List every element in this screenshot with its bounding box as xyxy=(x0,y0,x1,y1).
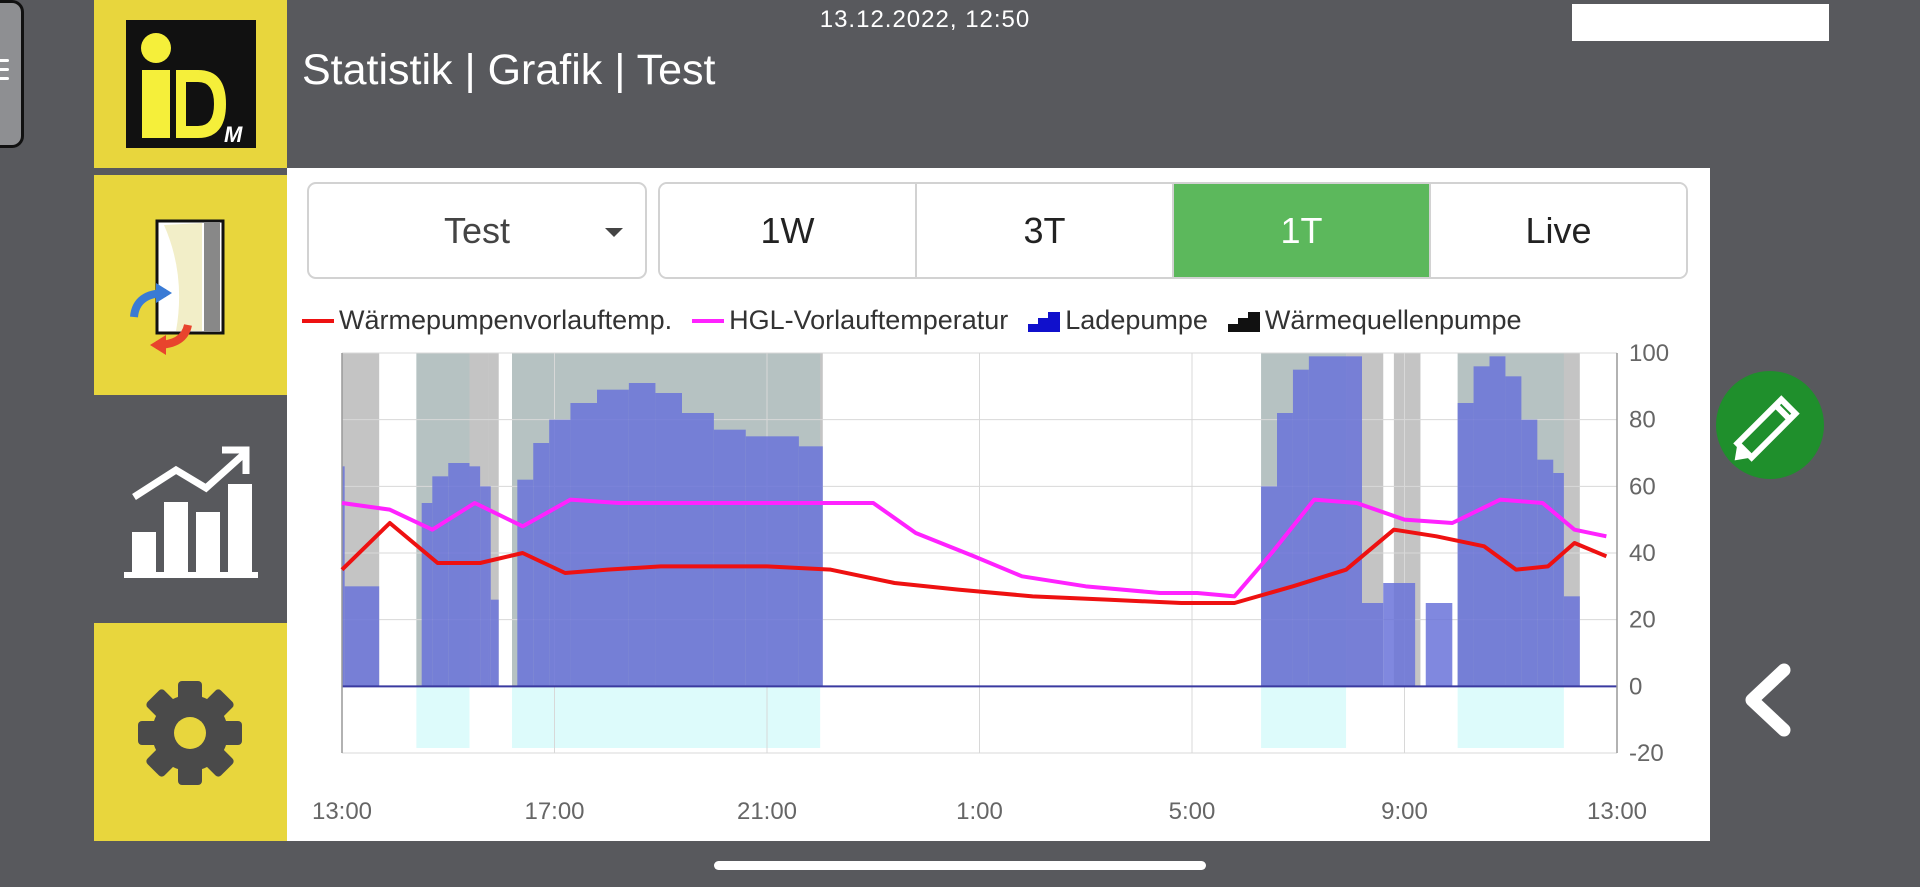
ladepumpe-bar xyxy=(745,436,799,687)
ladepumpe-bar xyxy=(1553,473,1564,687)
caret-down-icon xyxy=(605,228,623,237)
ladepumpe-bar xyxy=(713,429,746,687)
ladepumpe-bar xyxy=(798,446,823,687)
y-tick-label: -20 xyxy=(1629,740,1664,767)
time-range-selector: 1W 3T 1T Live xyxy=(658,182,1688,279)
temperature-chart[interactable]: 100 80 60 40 20 0 -20 13:00 17:00 21:00 1:00 5:00 9:… xyxy=(287,343,1710,841)
legend-label: Ladepumpe xyxy=(1065,305,1208,335)
ladepumpe-bar xyxy=(421,503,433,687)
gear-icon xyxy=(138,681,242,785)
y-tick-label: 80 xyxy=(1629,407,1656,434)
legend-swatch xyxy=(1028,311,1061,332)
sidebar-logo-tile[interactable]: M xyxy=(94,0,287,168)
home-indicator xyxy=(714,861,1206,870)
series-line-1 xyxy=(340,521,1608,605)
y-tick-label: 40 xyxy=(1629,540,1656,567)
waermequellenpumpe-bar xyxy=(488,353,499,687)
ladepumpe-bar xyxy=(469,466,481,687)
y-tick-label: 20 xyxy=(1629,607,1656,634)
legend-item[interactable]: HGL-Vorlauftemperatur xyxy=(692,305,1008,336)
ladepumpe-bar xyxy=(517,479,534,687)
ladepumpe-bar xyxy=(1383,583,1416,687)
range-button-1t[interactable]: 1T xyxy=(1174,184,1431,277)
series-line-2 xyxy=(341,497,1607,599)
ladepumpe-bar xyxy=(1505,376,1522,687)
ladepumpe-bar xyxy=(1425,603,1453,687)
x-tick-label: 21:00 xyxy=(737,798,797,825)
y-tick-label: 0 xyxy=(1629,673,1642,700)
legend-swatch xyxy=(1227,311,1260,332)
ladepumpe-bar xyxy=(490,599,499,687)
legend-label: Wärmequellenpumpe xyxy=(1264,305,1522,335)
ladepumpe-bar xyxy=(342,466,345,687)
menu-icon xyxy=(0,59,9,86)
chart-panel: Test 1W 3T 1T Live Wärmepumpenvorlauftem… xyxy=(287,168,1710,841)
legend-label: HGL-Vorlauftemperatur xyxy=(729,305,1009,335)
legend-swatch xyxy=(692,318,725,323)
ladepumpe-bar xyxy=(1457,403,1474,687)
ladepumpe-bar xyxy=(448,463,470,687)
x-tick-label: 5:00 xyxy=(1169,798,1216,825)
profile-dropdown-value: Test xyxy=(443,209,511,251)
x-tick-label: 9:00 xyxy=(1381,798,1428,825)
chart-legend: Wärmepumpenvorlauftemp. HGL-Vorlauftempe… xyxy=(302,305,1542,336)
ladepumpe-bar xyxy=(570,403,597,687)
ladepumpe-bar xyxy=(1489,356,1506,687)
legend-item[interactable]: Ladepumpe xyxy=(1028,305,1208,336)
legend-item[interactable]: Wärmepumpenvorlauftemp. xyxy=(302,305,672,336)
ladepumpe-bar xyxy=(655,393,682,687)
ladepumpe-bar xyxy=(432,476,449,687)
statistics-chart-icon xyxy=(124,446,258,578)
svg-text:M: M xyxy=(224,122,243,147)
ladepumpe-bar xyxy=(1537,459,1554,687)
range-button-live[interactable]: Live xyxy=(1431,184,1686,277)
ladepumpe-bar xyxy=(1292,369,1309,687)
idm-logo: M xyxy=(126,20,256,148)
ladepumpe-bar xyxy=(344,586,380,687)
ladepumpe-bar xyxy=(1473,366,1490,687)
ladepumpe-bar xyxy=(1563,596,1580,687)
datetime: 13.12.2022, 12:50 xyxy=(819,6,1031,33)
x-tick-label: 13:00 xyxy=(1587,798,1647,825)
ladepumpe-bar xyxy=(628,383,656,687)
back-chevron-icon[interactable] xyxy=(1738,660,1802,740)
pencil-icon xyxy=(1733,395,1800,462)
ladepumpe-bar xyxy=(1521,419,1538,687)
ladepumpe-bar xyxy=(1308,356,1362,687)
legend-label: Wärmepumpenvorlauftemp. xyxy=(339,305,673,335)
status-placeholder xyxy=(1572,4,1829,41)
ladepumpe-bar xyxy=(1261,486,1277,687)
legend-item[interactable]: Wärmequellenpumpe xyxy=(1227,305,1522,336)
ladepumpe-bar xyxy=(1277,413,1293,687)
ladepumpe-bar xyxy=(1362,603,1384,687)
y-tick-label: 100 xyxy=(1629,343,1669,367)
heat-pump-transfer-icon xyxy=(130,219,225,355)
ladepumpe-bar xyxy=(533,443,550,687)
page-title: Statistik | Grafik | Test xyxy=(302,46,716,94)
ladepumpe-bar xyxy=(597,389,629,687)
y-tick-label: 60 xyxy=(1629,473,1656,500)
edit-button[interactable] xyxy=(1716,371,1824,479)
legend-swatch xyxy=(302,318,334,323)
x-tick-label: 17:00 xyxy=(524,798,584,825)
sidebar-item-statistics[interactable] xyxy=(94,402,287,617)
x-tick-label: 13:00 xyxy=(312,798,372,825)
ladepumpe-bar xyxy=(682,413,714,687)
range-button-1w[interactable]: 1W xyxy=(660,184,917,277)
ladepumpe-bar xyxy=(549,419,571,687)
x-tick-label: 1:00 xyxy=(956,798,1003,825)
range-button-3t[interactable]: 3T xyxy=(917,184,1174,277)
sidebar-item-settings[interactable] xyxy=(94,623,287,841)
menu-handle[interactable] xyxy=(0,0,24,148)
ladepumpe-bar xyxy=(480,486,491,687)
profile-dropdown[interactable]: Test xyxy=(307,182,647,279)
sidebar: M xyxy=(94,0,287,841)
sidebar-item-heat-pump[interactable] xyxy=(94,175,287,395)
